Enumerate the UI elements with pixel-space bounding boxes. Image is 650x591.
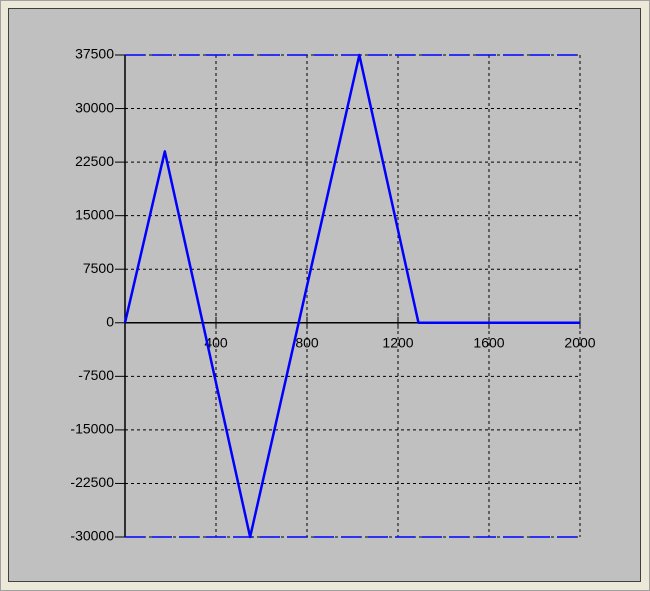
y-tick-label: -30000: [70, 528, 114, 544]
x-tick-label: 1600: [473, 334, 504, 350]
y-tick-label: 7500: [83, 260, 114, 276]
x-tick-label: 800: [295, 334, 319, 350]
y-tick-label: 15000: [75, 206, 114, 222]
y-tick-label: 30000: [75, 99, 114, 115]
data-line: [123, 53, 580, 539]
x-tick-label: 400: [204, 334, 228, 350]
x-tick-label: 1200: [382, 334, 413, 350]
y-tick-label: -22500: [70, 474, 114, 490]
y-tick-label: 0: [106, 313, 114, 329]
y-tick-label: -15000: [70, 421, 114, 437]
y-tick-label: 37500: [75, 46, 114, 62]
x-tick-label: 2000: [564, 334, 595, 350]
y-tick-label: -7500: [78, 367, 114, 383]
y-tick-label: 22500: [75, 153, 114, 169]
plot-panel: [8, 8, 641, 582]
